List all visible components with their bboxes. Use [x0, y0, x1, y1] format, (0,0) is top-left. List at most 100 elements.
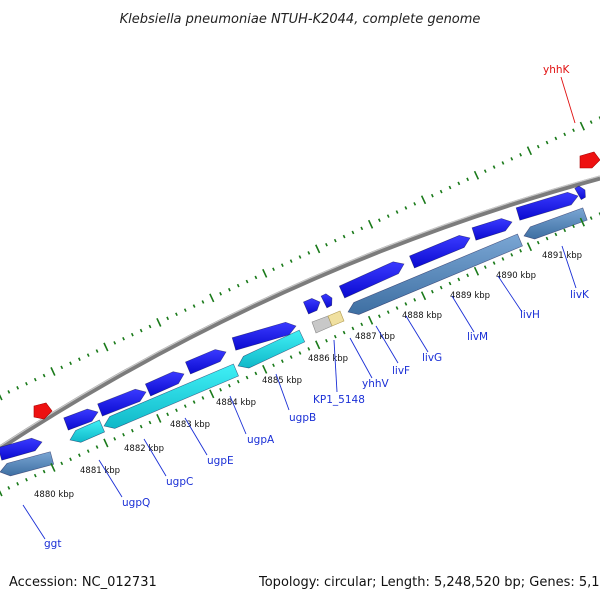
inner-tick: [16, 482, 20, 486]
yhhk-leader-line: [560, 76, 576, 124]
inner-tick: [209, 389, 215, 399]
inner-tick: [245, 375, 249, 380]
inner-tick: [492, 261, 496, 265]
gene-leader-line: [405, 315, 429, 353]
inner-tick: [404, 302, 408, 306]
outer-tick: [254, 275, 258, 280]
inner-tick: [501, 257, 505, 261]
outer-tick: [439, 189, 443, 194]
outer-tick: [86, 353, 90, 357]
cds-features: [0, 185, 588, 477]
outer-tick: [404, 206, 408, 210]
inner-tick: [50, 463, 56, 472]
inner-tick: [510, 253, 514, 257]
inner-tick: [78, 453, 81, 457]
accession-text: Accession: NC_012731: [9, 575, 157, 590]
gene-label: KP1_5148: [313, 394, 365, 406]
gene-label: ugpB: [289, 412, 316, 424]
gene-label: livG: [422, 352, 442, 364]
outer-tick: [342, 234, 346, 239]
inner-tick: [589, 216, 593, 220]
map-title: Klebsiella pneumoniae NTUH-K2044, comple…: [120, 12, 481, 27]
gene-label: livK: [570, 289, 590, 301]
outer-tick-ring: [0, 116, 600, 401]
kbp-scale: 4880 kbp 4881 kbp 4882 kbp 4883 kbp 4884 kbp…: [34, 251, 582, 500]
inner-tick: [0, 490, 3, 497]
inner-tick: [554, 232, 558, 237]
outer-tick: [325, 242, 328, 247]
inner-tick: [360, 322, 364, 327]
highlight-cds-1: [69, 419, 106, 443]
outer-tick: [307, 251, 311, 255]
inner-tick: [483, 265, 487, 269]
red-marker-top-right: [579, 151, 600, 169]
yhhk-label: yhhK: [543, 64, 571, 76]
inner-tick: [579, 217, 585, 227]
inner-tick: [439, 285, 443, 290]
gene-leader-line: [349, 337, 373, 379]
outer-tick: [25, 381, 28, 386]
reverse-cds-3: [523, 207, 588, 240]
inner-tick: [430, 289, 434, 294]
forward-cds-11: [471, 218, 513, 241]
forward-cds-1: [0, 437, 43, 461]
outer-tick: [50, 367, 56, 376]
kbp-label: 4884 kbp: [216, 398, 256, 408]
inner-tick: [42, 469, 46, 474]
outer-tick: [351, 230, 355, 235]
outer-tick: [289, 259, 293, 263]
inner-tick: [254, 371, 258, 376]
reverse-cds-1: [0, 451, 55, 477]
outer-tick: [78, 357, 81, 361]
inner-tick: [536, 240, 540, 245]
kbp-label: 4887 kbp: [355, 332, 395, 342]
outer-tick: [492, 165, 496, 169]
forward-cds-3: [97, 388, 147, 417]
outer-tick: [33, 377, 37, 382]
outer-tick: [95, 349, 99, 353]
highlight-cds-2: [103, 363, 239, 429]
forward-cds-5: [185, 349, 227, 375]
kbp-label: 4880 kbp: [34, 490, 74, 500]
gene-label: ugpC: [166, 476, 193, 488]
outer-tick: [156, 317, 162, 327]
inner-tick: [395, 306, 399, 310]
outer-tick: [457, 181, 461, 186]
gene-leader-line: [184, 417, 208, 456]
outer-tick: [554, 136, 558, 141]
inner-tick: [473, 266, 480, 276]
gene-leader-line: [229, 395, 247, 435]
inner-tick: [130, 428, 134, 433]
gene-leader-line: [561, 245, 577, 289]
forward-cds-8: [320, 293, 333, 309]
inner-tick: [192, 400, 196, 404]
outer-tick: [579, 121, 585, 131]
outer-tick: [122, 336, 125, 341]
gene-leader-line: [98, 459, 123, 498]
inner-tick: [519, 249, 522, 253]
outer-tick: [333, 238, 337, 243]
inner-tick: [148, 420, 152, 425]
forward-cds-12: [515, 192, 579, 221]
outer-tick: [219, 292, 222, 296]
outer-tick: [413, 202, 417, 206]
outer-tick: [473, 170, 480, 180]
kbp-label: 4883 kbp: [170, 420, 210, 430]
inner-tick: [298, 351, 302, 355]
gene-label: ugpE: [207, 455, 234, 467]
inner-tick: [315, 340, 321, 350]
genome-backbone-highlight: [0, 175, 600, 447]
genome-summary-text: Topology: circular; Length: 5,248,520 bp…: [258, 575, 600, 590]
highlight-cds-3: [237, 329, 306, 369]
inner-tick: [526, 242, 533, 252]
inner-tick: [367, 315, 374, 325]
reverse-cds-2: [347, 233, 523, 315]
outer-tick: [501, 161, 505, 165]
inner-tick: [139, 424, 143, 429]
gene-label: livF: [392, 365, 410, 377]
inner-tick: [236, 379, 240, 384]
inner-tick: [413, 298, 417, 302]
outer-tick: [201, 300, 205, 304]
inner-tick: [333, 334, 337, 339]
